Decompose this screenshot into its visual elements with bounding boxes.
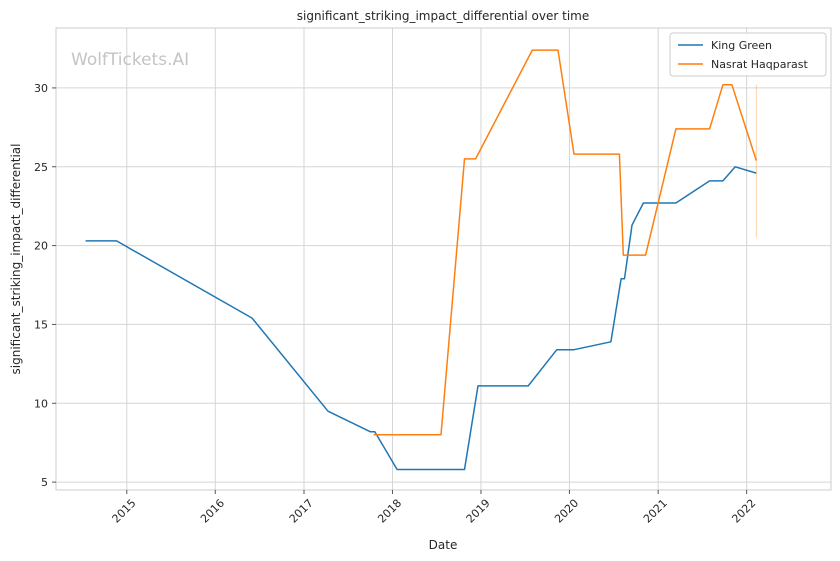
watermark: WolfTickets.AI [71,50,189,70]
plot-area [56,28,831,490]
y-tick-label: 5 [41,476,48,489]
legend-label-king-green: King Green [711,39,772,52]
legend-label-nasrat-haqparast: Nasrat Haqparast [711,58,808,71]
y-tick-label: 25 [34,161,48,174]
series-line-king-green [85,166,757,471]
y-tick-label: 30 [34,82,48,95]
plot-frame [55,27,832,491]
x-tick-label: 2016 [198,497,227,526]
x-tick-label: 2020 [552,497,581,526]
chart-title: significant_striking_impact_differential… [297,9,589,23]
y-tick-label: 10 [34,397,48,410]
legend: King Green Nasrat Haqparast [669,32,827,77]
x-tick-label: 2021 [641,497,670,526]
x-tick-label: 2018 [375,497,404,526]
x-tick-label: 2015 [110,497,139,526]
series-line-nasrat-haqparast [373,49,758,436]
x-tick-label: 2019 [464,497,493,526]
y-tick-label: 15 [34,318,48,331]
x-tick-label: 2022 [729,497,758,526]
grid [56,28,831,490]
legend-box [669,32,827,77]
series-layer [85,49,758,471]
x-axis-label: Date [429,538,458,552]
x-tick-label: 2017 [287,497,316,526]
y-tick-label: 20 [34,240,48,253]
y-axis-label: significant_striking_impact_differential [9,144,23,375]
